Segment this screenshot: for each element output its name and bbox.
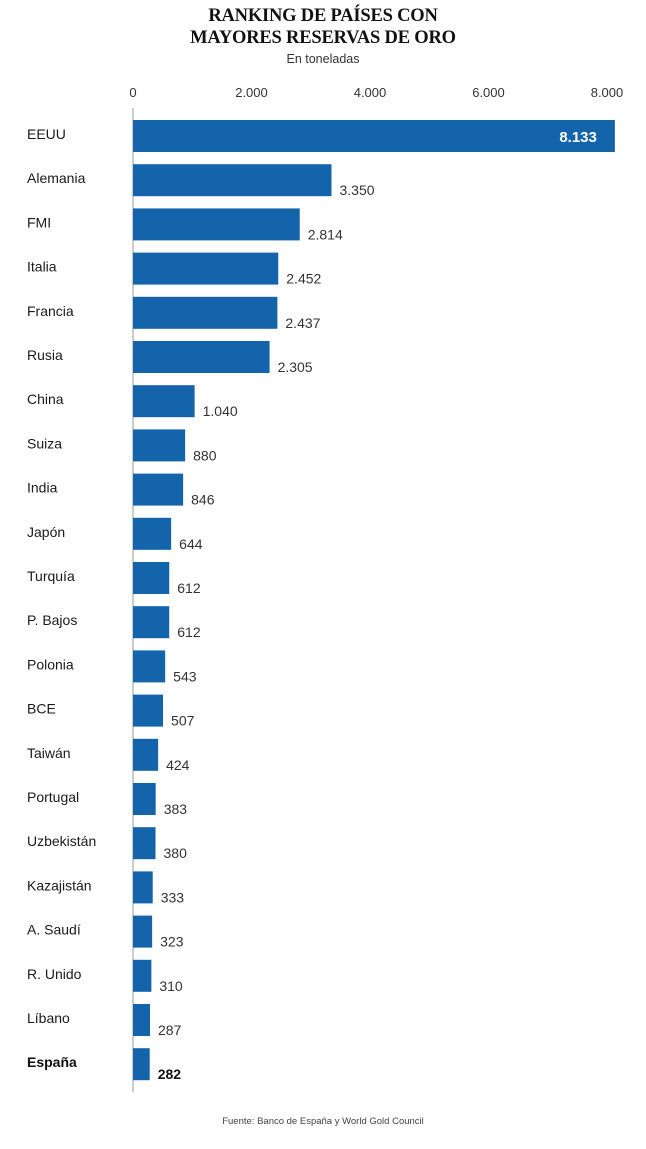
bar xyxy=(133,562,170,594)
value-label: 333 xyxy=(161,889,185,905)
value-label: 380 xyxy=(164,845,188,861)
bar xyxy=(133,296,278,329)
value-label: 507 xyxy=(171,713,195,729)
chart-title: RANKING DE PAÍSES CON MAYORES RESERVAS D… xyxy=(0,5,646,49)
value-label: 2.452 xyxy=(286,271,321,287)
bar xyxy=(133,252,279,285)
chart-subtitle: En toneladas xyxy=(286,52,360,66)
category-label: BCE xyxy=(27,701,56,717)
bar xyxy=(133,473,184,506)
bar xyxy=(133,871,153,904)
category-label: A. Saudí xyxy=(27,922,81,938)
value-label: 543 xyxy=(173,668,197,684)
value-label: 612 xyxy=(177,624,201,640)
value-label: 2.814 xyxy=(308,226,343,242)
category-label: China xyxy=(27,391,64,407)
value-label: 282 xyxy=(158,1066,182,1082)
bar xyxy=(133,738,159,771)
category-label: Japón xyxy=(27,524,65,540)
category-label: Turquía xyxy=(27,568,75,584)
bar xyxy=(133,164,332,197)
bar xyxy=(133,915,153,948)
value-label: 424 xyxy=(166,757,190,773)
title-line-2: MAYORES RESERVAS DE ORO xyxy=(190,28,456,48)
category-label: Rusia xyxy=(27,347,63,363)
value-label: 383 xyxy=(164,801,188,817)
category-label: Italia xyxy=(27,259,57,275)
bar xyxy=(133,385,195,418)
value-label: 323 xyxy=(160,934,184,950)
category-label: Polonia xyxy=(27,656,74,672)
bar xyxy=(133,208,300,241)
category-label: Alemania xyxy=(27,170,86,186)
value-label: 612 xyxy=(177,580,201,596)
value-label: 3.350 xyxy=(339,182,374,198)
x-tick-label: 0 xyxy=(129,85,136,100)
category-label: Suiza xyxy=(27,435,62,451)
category-label: Francia xyxy=(27,303,74,319)
category-label: Portugal xyxy=(27,789,79,805)
bar xyxy=(133,120,615,152)
value-label: 880 xyxy=(193,447,217,463)
category-label: India xyxy=(27,480,58,496)
value-label: 8.133 xyxy=(559,129,597,146)
bar xyxy=(133,959,152,992)
bar xyxy=(133,429,186,462)
bar xyxy=(133,1004,151,1036)
bar xyxy=(133,606,170,639)
value-label: 287 xyxy=(158,1022,182,1038)
bar xyxy=(133,783,156,815)
category-label: España xyxy=(27,1054,77,1070)
category-label: Uzbekistán xyxy=(27,833,96,849)
title-line-1: RANKING DE PAÍSES CON xyxy=(208,6,438,26)
bar xyxy=(133,694,164,727)
bar xyxy=(133,517,172,550)
value-label: 310 xyxy=(159,978,183,994)
category-label: EEUU xyxy=(27,126,66,142)
value-label: 846 xyxy=(191,492,215,508)
category-label: R. Unido xyxy=(27,966,82,982)
value-label: 2.437 xyxy=(285,315,320,331)
x-tick-label: 6.000 xyxy=(472,85,505,100)
category-label: P. Bajos xyxy=(27,612,77,628)
category-label: FMI xyxy=(27,214,51,230)
category-label: Kazajistán xyxy=(27,877,92,893)
x-tick-label: 8.000 xyxy=(591,85,624,100)
x-tick-label: 2.000 xyxy=(235,85,268,100)
x-tick-label: 4.000 xyxy=(354,85,387,100)
bar xyxy=(133,341,270,373)
bar xyxy=(133,1048,150,1081)
value-label: 2.305 xyxy=(278,359,313,375)
bar xyxy=(133,827,156,860)
value-label: 1.040 xyxy=(203,403,238,419)
category-label: Líbano xyxy=(27,1010,70,1026)
value-label: 644 xyxy=(179,536,203,552)
category-label: Taiwán xyxy=(27,745,71,761)
bar xyxy=(133,650,166,683)
source-note: Fuente: Banco de España y World Gold Cou… xyxy=(222,1116,424,1127)
